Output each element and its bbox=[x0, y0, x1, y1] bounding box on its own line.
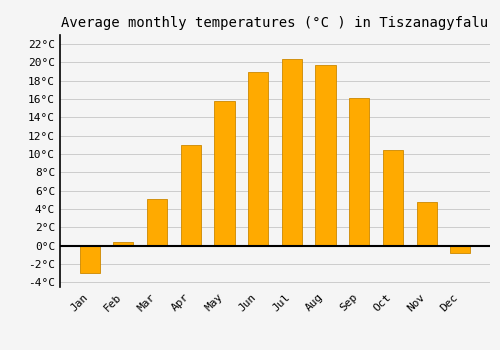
Bar bbox=[147, 199, 167, 246]
Bar bbox=[349, 98, 370, 246]
Bar bbox=[383, 149, 403, 246]
Bar bbox=[248, 72, 268, 246]
Bar bbox=[450, 246, 470, 253]
Bar bbox=[316, 65, 336, 246]
Bar bbox=[282, 59, 302, 246]
Bar bbox=[416, 202, 437, 246]
Bar bbox=[80, 246, 100, 273]
Bar bbox=[113, 242, 134, 246]
Bar bbox=[180, 145, 201, 246]
Title: Average monthly temperatures (°C ) in Tiszanagyfalu: Average monthly temperatures (°C ) in Ti… bbox=[62, 16, 488, 30]
Bar bbox=[214, 101, 234, 246]
